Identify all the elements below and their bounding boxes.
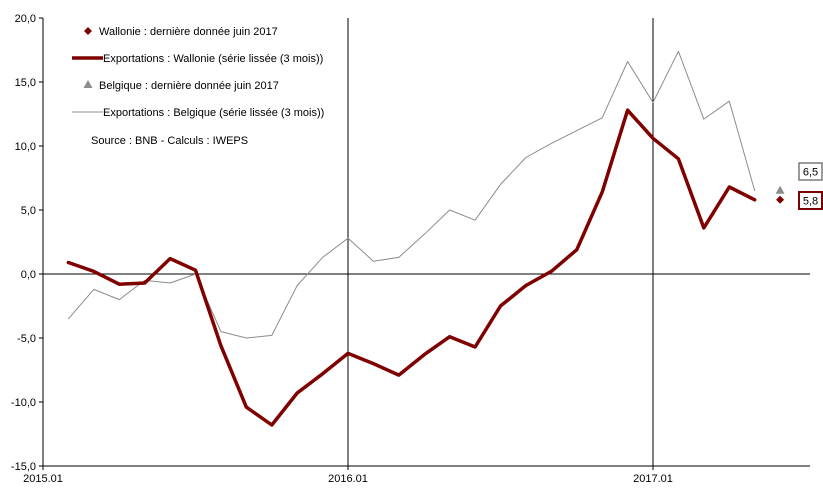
- legend-label: Exportations : Wallonie (série lissée (3…: [103, 53, 323, 65]
- y-tick-label: -15,0: [11, 461, 36, 473]
- y-tick-label: 0,0: [21, 269, 36, 281]
- y-tick-label: 10,0: [15, 141, 36, 153]
- legend-triangle-marker: [83, 80, 93, 88]
- legend-label: Belgique : dernière donnée juin 2017: [99, 80, 279, 92]
- x-axis: 2015.01 2016.01 2017.01: [23, 465, 810, 485]
- wallonie-last-point-marker: [776, 195, 785, 204]
- series-layer: [66, 50, 757, 427]
- legend-label: Wallonie : dernière donnée juin 2017: [99, 26, 278, 38]
- y-tick-label: -10,0: [11, 397, 36, 409]
- last-point-callouts: 6,5 5,8: [775, 162, 823, 210]
- x-tick-label: 2016.01: [328, 473, 368, 485]
- y-tick-label: 20,0: [15, 13, 36, 25]
- series-belgique-line: [67, 50, 756, 339]
- y-axis: -15,0 -10,0 -5,0 0,0 5,0 10,0 15,0 20,0: [11, 13, 44, 473]
- x-tick-label: 2017.01: [633, 473, 673, 485]
- last-value-label: 6,5: [803, 167, 818, 179]
- last-value-box: [798, 162, 823, 181]
- y-tick-label: 15,0: [15, 77, 36, 89]
- last-value-box: [798, 191, 823, 210]
- last-value-label: 5,8: [803, 196, 818, 208]
- legend-label: Exportations : Belgique (série lissée (3…: [103, 107, 324, 119]
- source-note: Source : BNB - Calculs : IWEPS: [91, 135, 248, 147]
- belgique-last-point-marker: [775, 185, 785, 194]
- y-tick-label: -5,0: [17, 333, 36, 345]
- series-wallonie-line: [66, 108, 757, 427]
- y-tick-label: 5,0: [21, 205, 36, 217]
- vertical-reference-lines: [347, 18, 654, 466]
- x-tick-label: 2015.01: [23, 473, 63, 485]
- legend-diamond-marker: [84, 27, 92, 35]
- legend: Wallonie : dernière donnée juin 2017 Expo…: [72, 26, 324, 147]
